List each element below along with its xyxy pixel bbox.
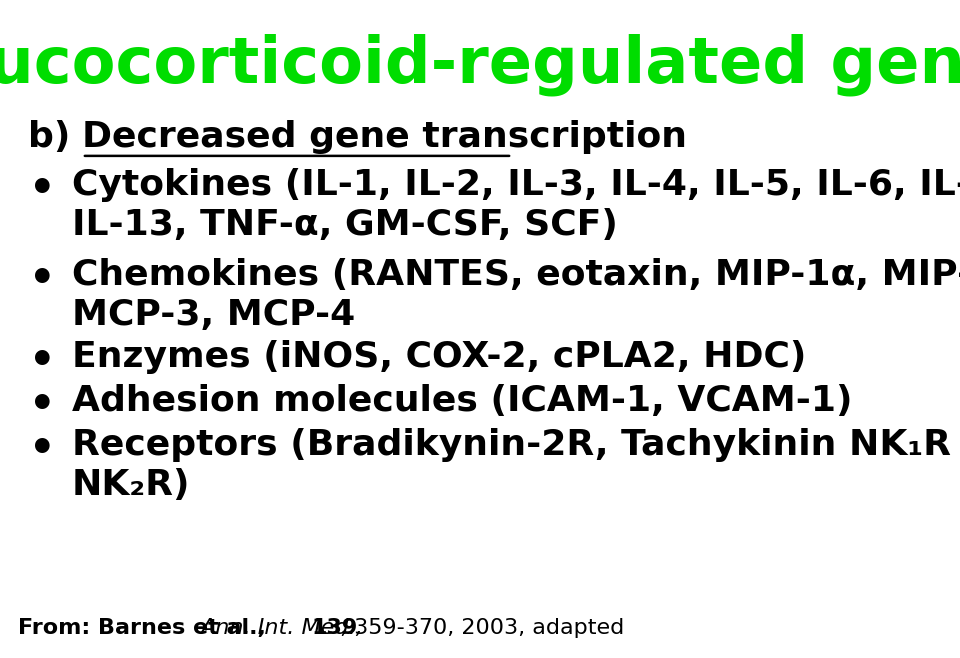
Text: •: • (29, 168, 56, 210)
Text: Glucocorticoid-regulated genes: Glucocorticoid-regulated genes (0, 33, 960, 95)
Text: Chemokines (RANTES, eotaxin, MIP-1α, MIP-1β,: Chemokines (RANTES, eotaxin, MIP-1α, MIP… (72, 258, 960, 292)
Text: •: • (29, 384, 56, 426)
Text: IL-13, TNF-α, GM-CSF, SCF): IL-13, TNF-α, GM-CSF, SCF) (72, 208, 618, 242)
Text: Ann. Int. Med.,: Ann. Int. Med., (200, 618, 363, 638)
Text: b): b) (28, 120, 70, 154)
Text: Decreased gene transcription: Decreased gene transcription (82, 120, 687, 154)
Text: MCP-3, MCP-4: MCP-3, MCP-4 (72, 298, 355, 332)
Text: 139: 139 (312, 618, 358, 638)
Text: From: Barnes et al.,: From: Barnes et al., (18, 618, 266, 638)
Text: Cytokines (IL-1, IL-2, IL-3, IL-4, IL-5, IL-6, IL-8, IL-11,: Cytokines (IL-1, IL-2, IL-3, IL-4, IL-5,… (72, 168, 960, 202)
Text: NK₂R): NK₂R) (72, 468, 190, 502)
Text: , 359-370, 2003, adapted: , 359-370, 2003, adapted (340, 618, 624, 638)
Text: Receptors (Bradikynin-2R, Tachykinin NK₁R and: Receptors (Bradikynin-2R, Tachykinin NK₁… (72, 428, 960, 462)
Text: •: • (29, 428, 56, 470)
Text: •: • (29, 258, 56, 300)
Text: •: • (29, 340, 56, 382)
Text: Adhesion molecules (ICAM-1, VCAM-1): Adhesion molecules (ICAM-1, VCAM-1) (72, 384, 852, 418)
Text: Enzymes (iNOS, COX-2, cPLA2, HDC): Enzymes (iNOS, COX-2, cPLA2, HDC) (72, 340, 806, 374)
